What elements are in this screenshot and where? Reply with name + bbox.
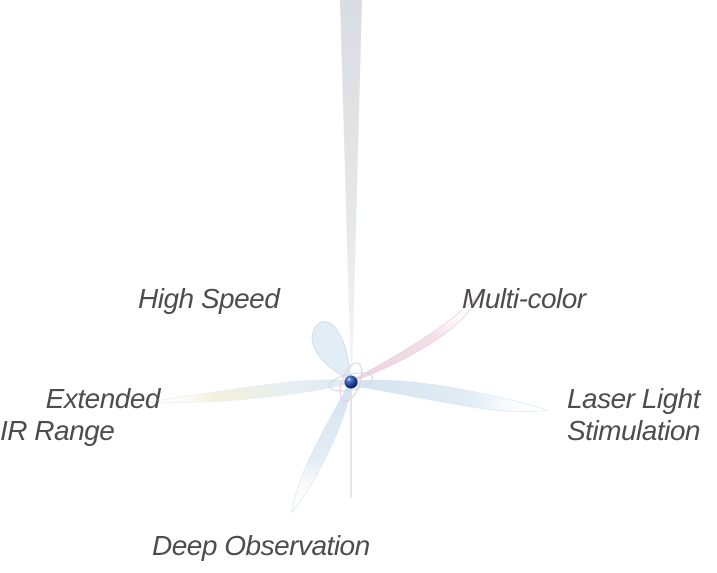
petal-laser-light (353, 379, 549, 412)
center-sphere (344, 375, 358, 389)
label-multi-color: Multi-color (462, 283, 586, 314)
label-extended-ir-range: Extended IR Range (0, 383, 161, 447)
label-extended-ir-line2: IR Range (0, 415, 115, 446)
petal-deep-observation (291, 382, 353, 514)
label-laser-line1: Laser Light (566, 383, 701, 414)
center-ring-pink (339, 362, 363, 402)
petal-high-speed (311, 321, 351, 381)
vertical-light-beam (340, 0, 362, 380)
petal-extended-ir (144, 379, 351, 403)
label-laser-line2: Stimulation (566, 415, 701, 446)
label-laser-light-stimulation: Laser Light Stimulation (520, 383, 701, 447)
label-extended-ir-line1: Extended (45, 383, 161, 414)
label-deep-observation: Deep Observation (152, 530, 370, 561)
label-high-speed: High Speed (138, 283, 280, 314)
center-ring-blue (328, 372, 374, 392)
petal-multi-color (351, 296, 476, 383)
